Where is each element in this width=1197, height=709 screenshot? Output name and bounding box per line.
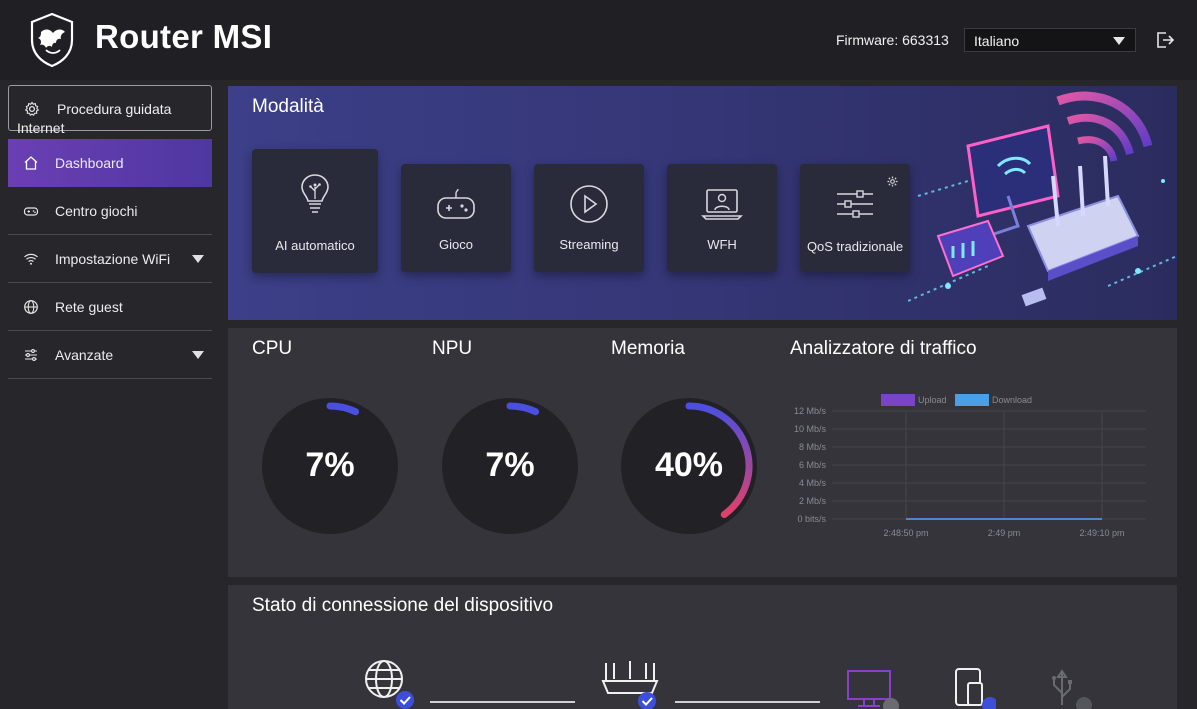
globe-icon: [24, 300, 38, 314]
mode-label: WFH: [707, 237, 737, 252]
connection-panel: Stato di connessione del dispositivo: [228, 585, 1177, 709]
cpu-value: 7%: [305, 446, 355, 484]
mode-gaming-button[interactable]: Gioco: [401, 164, 511, 272]
npu-title: NPU: [432, 338, 473, 359]
mode-ai-auto-button[interactable]: AI automatico: [252, 149, 378, 273]
memory-title: Memoria: [611, 338, 685, 359]
stats-panel: CPU NPU Memoria Analizzatore di traffico…: [228, 328, 1177, 577]
y-tick-label: 8 Mb/s: [799, 442, 827, 452]
usb-icon[interactable]: [1046, 667, 1094, 709]
router-icon[interactable]: [600, 661, 660, 709]
sidebar-item-label: Rete guest: [55, 299, 123, 315]
legend-swatch: [955, 394, 989, 406]
x-tick-label: 2:49:10 pm: [1079, 528, 1124, 538]
sidebar-item-label: Centro giochi: [55, 203, 138, 219]
gamepad-icon: [437, 188, 475, 219]
sliders-icon: [837, 190, 873, 218]
mode-label: Streaming: [559, 237, 619, 252]
wifi-icon: [24, 253, 38, 265]
x-tick-label: 2:48:50 pm: [883, 528, 928, 538]
modes-title: Modalità: [252, 96, 324, 117]
gear-icon[interactable]: [887, 176, 898, 187]
memory-gauge-arc: [685, 402, 753, 519]
y-tick-label: 6 Mb/s: [799, 460, 827, 470]
internet-wizard-label-2: Internet: [17, 120, 65, 136]
sidebar-item-label: Impostazione WiFi: [55, 251, 171, 267]
y-tick-label: 10 Mb/s: [794, 424, 827, 434]
memory-gauge: [621, 398, 757, 534]
play-icon: [570, 185, 608, 223]
sidebar-item-advanced[interactable]: Avanzate: [8, 331, 212, 379]
sidebar: Procedura guidata Internet Dashboard Cen…: [0, 80, 220, 709]
gamepad-icon: [23, 207, 39, 216]
mode-label: QoS tradizionale: [806, 239, 904, 254]
sidebar-item-game-center[interactable]: Centro giochi: [8, 187, 212, 235]
sliders-icon: [25, 349, 37, 361]
x-tick-label: 2:49 pm: [988, 528, 1021, 538]
modes-panel: Modalità AI automatico Gioco Streaming: [228, 86, 1177, 320]
app-title: Router MSI: [95, 18, 273, 55]
mode-label: AI automatico: [275, 238, 355, 253]
traffic-analyzer-title: Analizzatore di traffico: [790, 338, 977, 359]
connection-line: [675, 701, 820, 703]
sidebar-item-label: Avanzate: [55, 347, 114, 363]
sidebar-item-dashboard[interactable]: Dashboard: [8, 139, 212, 187]
logout-icon[interactable]: [1155, 30, 1175, 50]
chevron-down-icon: [192, 255, 204, 263]
y-tick-label: 2 Mb/s: [799, 496, 827, 506]
memory-value: 40%: [654, 446, 724, 484]
y-tick-label: 4 Mb/s: [799, 478, 827, 488]
language-select[interactable]: Italiano: [964, 28, 1136, 52]
npu-gauge-arc: [506, 402, 540, 416]
monitor-icon[interactable]: [846, 669, 902, 709]
mode-qos-button[interactable]: QoS tradizionale: [800, 164, 910, 272]
npu-value: 7%: [485, 446, 535, 484]
home-icon: [24, 156, 38, 170]
y-tick-label: 0 bits/s: [797, 514, 826, 524]
chevron-down-icon: [192, 351, 204, 359]
traffic-chart: Upload Download 12 Mb/s 10 Mb/s 8 Mb/s 6 Mb/s…: [794, 394, 1146, 538]
mode-streaming-button[interactable]: Streaming: [534, 164, 644, 272]
cpu-title: CPU: [252, 338, 293, 359]
y-tick-label: 12 Mb/s: [794, 406, 827, 416]
ai-bulb-icon: [301, 174, 329, 213]
mode-wfh-button[interactable]: WFH: [667, 164, 777, 272]
laptop-user-icon: [701, 189, 743, 220]
cpu-gauge: [262, 398, 398, 534]
globe-icon[interactable]: [362, 659, 418, 709]
internet-wizard-button[interactable]: Procedura guidata Internet: [8, 85, 212, 136]
legend-label: Upload: [918, 395, 947, 405]
connection-line: [430, 701, 575, 703]
router-illustration-icon: [908, 91, 1177, 307]
cpu-gauge-arc: [326, 402, 360, 416]
legend-swatch: [881, 394, 915, 406]
sidebar-item-wifi-settings[interactable]: Impostazione WiFi: [8, 235, 212, 283]
legend-label: Download: [992, 395, 1032, 405]
sidebar-item-guest-network[interactable]: Rete guest: [8, 283, 212, 331]
msi-logo-icon: [30, 12, 74, 68]
tablet-icon[interactable]: [952, 667, 996, 709]
chevron-down-icon: [1113, 37, 1125, 45]
firmware-version: Firmware: 663313: [836, 32, 949, 48]
sidebar-item-label: Dashboard: [55, 155, 124, 171]
mode-label: Gioco: [439, 237, 473, 252]
language-select-value: Italiano: [974, 33, 1020, 49]
header: Router MSI Firmware: 663313 Italiano: [0, 0, 1197, 80]
npu-gauge: [442, 398, 578, 534]
internet-wizard-label: Procedura guidata: [57, 101, 172, 117]
gear-icon: [24, 101, 40, 117]
connection-title: Stato di connessione del dispositivo: [252, 595, 554, 616]
